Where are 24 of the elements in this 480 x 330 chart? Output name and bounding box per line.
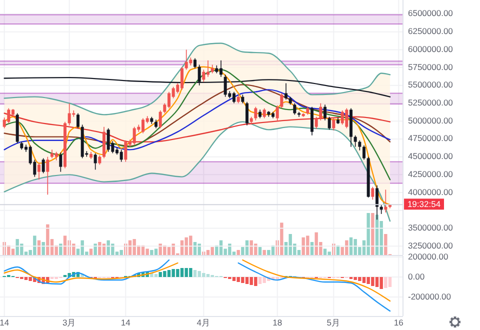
y-tick-label: 3500000.00 [408, 222, 454, 232]
y-tick-label: 6250000.00 [408, 26, 454, 36]
x-tick-label: 16 [394, 317, 404, 328]
y-tick-label: -200000.00 [408, 291, 452, 302]
y-tick-label: 4000000.00 [408, 186, 454, 197]
x-tick-label: 5月 [326, 317, 341, 328]
y-tick-label: 200000.00 [408, 251, 448, 262]
y-tick-label: 5750000.00 [408, 62, 454, 72]
y-tick-label: 0.00 [408, 271, 425, 282]
y-tick-label: 5250000.00 [408, 98, 454, 108]
x-tick-label: 14 [120, 317, 131, 328]
y-tick-label: 3250000.00 [408, 240, 454, 250]
y-tick-label: 5500000.00 [408, 80, 454, 90]
y-tick-label: 6000000.00 [408, 44, 454, 54]
x-tick-label: 14 [0, 317, 10, 328]
y-tick-label: 4500000.00 [408, 151, 454, 162]
x-tick-label: 18 [272, 317, 282, 328]
x-tick-label: 4月 [196, 317, 211, 328]
y-tick-label: 6500000.00 [408, 8, 454, 18]
y-tick-label: 5000000.00 [408, 115, 454, 126]
y-tick-label: 4750000.00 [408, 133, 454, 144]
y-tick-label: 4250000.00 [408, 168, 454, 179]
x-tick-label: 3月 [62, 317, 76, 328]
text: 19:32:54 [407, 198, 441, 209]
